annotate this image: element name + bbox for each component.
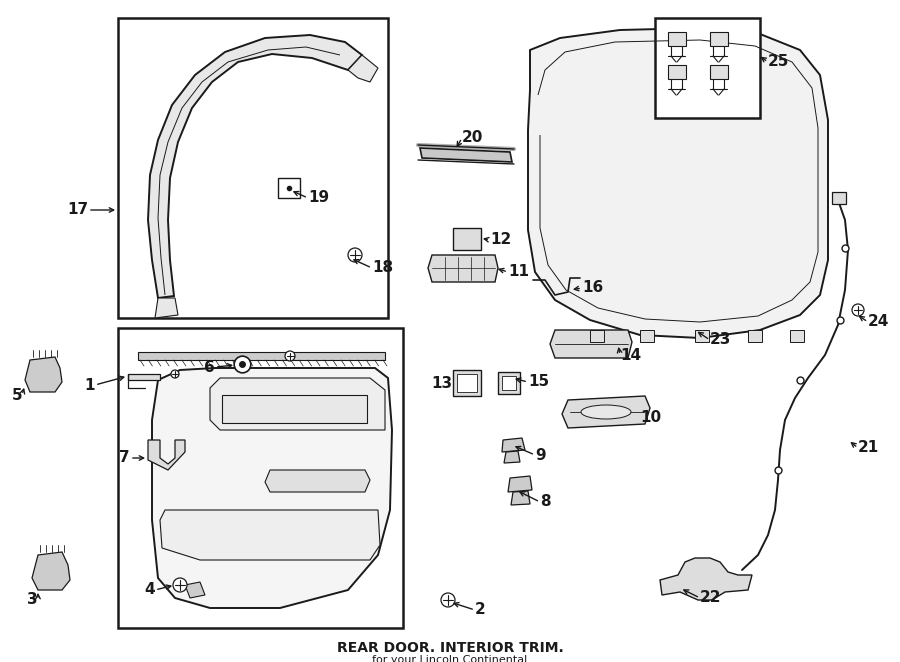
Text: 20: 20 [462,130,483,146]
Bar [453,228,481,250]
Polygon shape [428,255,498,282]
Polygon shape [660,558,752,600]
Text: 24: 24 [868,314,889,330]
Polygon shape [185,582,205,598]
Bar [748,330,762,342]
Polygon shape [508,476,532,492]
Text: 6: 6 [204,359,215,375]
Bar [457,374,477,392]
Text: 21: 21 [858,440,879,455]
Polygon shape [528,28,828,338]
Text: 4: 4 [144,583,155,598]
Text: 22: 22 [700,591,722,606]
Bar [832,192,846,204]
Text: REAR DOOR. INTERIOR TRIM.: REAR DOOR. INTERIOR TRIM. [337,641,563,655]
Text: 13: 13 [431,375,452,391]
Bar [118,18,388,318]
Polygon shape [265,470,370,492]
Ellipse shape [581,405,631,419]
Circle shape [173,578,187,592]
Polygon shape [160,510,380,560]
Text: 16: 16 [582,281,603,295]
Text: 7: 7 [120,451,130,465]
Bar [790,330,804,342]
Polygon shape [420,148,512,162]
Polygon shape [210,378,385,430]
Polygon shape [152,368,392,608]
Text: 5: 5 [12,387,22,402]
Text: 14: 14 [620,348,641,363]
Text: 10: 10 [640,410,662,426]
Bar [710,65,728,79]
Text: 12: 12 [490,232,511,248]
Polygon shape [504,451,520,463]
Text: 19: 19 [308,191,329,205]
Circle shape [348,248,362,262]
Bar [710,32,728,46]
Polygon shape [155,298,178,318]
Text: 11: 11 [508,265,529,279]
Bar [222,395,367,423]
Bar [640,330,654,342]
Text: 2: 2 [475,602,486,618]
Circle shape [171,370,179,378]
Circle shape [852,304,864,316]
Polygon shape [148,35,362,298]
Text: 25: 25 [768,54,789,70]
Text: 9: 9 [535,448,545,463]
Bar [668,65,686,79]
Bar [668,32,686,46]
Text: 3: 3 [27,592,38,608]
Polygon shape [138,352,385,360]
Text: 15: 15 [528,375,549,389]
Polygon shape [128,374,160,380]
Bar [118,328,403,628]
Bar [498,372,520,394]
Circle shape [285,351,295,361]
Polygon shape [562,396,650,428]
Polygon shape [32,552,70,590]
Polygon shape [25,357,62,392]
Bar [590,330,604,342]
Bar [695,330,709,342]
Polygon shape [550,330,632,358]
Polygon shape [348,55,378,82]
Polygon shape [148,440,185,470]
Polygon shape [511,491,530,505]
Text: 1: 1 [85,377,95,393]
Bar [278,178,300,198]
Text: 23: 23 [710,332,732,348]
Text: 17: 17 [67,203,88,218]
Text: 8: 8 [540,495,551,510]
Bar [453,370,481,396]
Bar [655,18,760,118]
Text: 18: 18 [372,261,393,275]
Text: for your Lincoln Continental: for your Lincoln Continental [373,655,527,662]
Bar [502,376,516,390]
Circle shape [441,593,455,607]
Polygon shape [502,438,525,452]
